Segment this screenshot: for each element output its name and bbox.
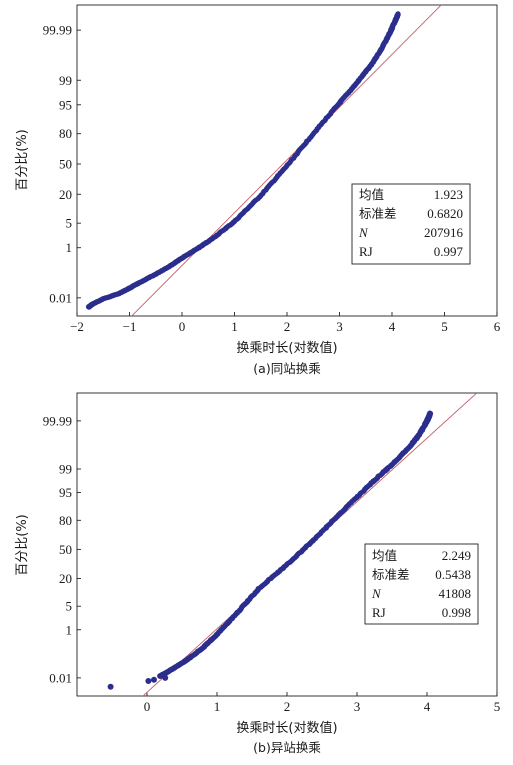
data-point: [395, 11, 401, 17]
fit-line: [131, 5, 442, 316]
x-tick-label: −1: [123, 319, 137, 334]
y-tick-label: 5: [66, 216, 73, 231]
y-tick-label: 95: [59, 97, 72, 112]
x-tick-label: 3: [336, 319, 343, 334]
y-tick-label: 80: [59, 126, 72, 141]
x-tick-label: 0: [144, 699, 151, 714]
x-tick-label: 5: [441, 319, 448, 334]
x-tick-label: 1: [231, 319, 238, 334]
y-tick-label: 1: [66, 240, 73, 255]
y-tick-label: 0.01: [49, 290, 72, 305]
x-tick-label: 5: [494, 699, 501, 714]
stat-value-mean: 1.923: [434, 187, 463, 202]
stat-value-sd: 0.6820: [427, 206, 463, 221]
stats-box: 均值 1.923 标准差 0.6820 N 207916 RJ 0.997: [351, 183, 471, 265]
stat-label-sd: 标准差: [359, 206, 397, 221]
y-tick-label: 50: [59, 156, 72, 171]
y-tick-label: 99.99: [43, 23, 72, 38]
y-axis-label: 百分比(%): [15, 514, 30, 576]
stats-box-frame: [364, 543, 479, 625]
data-points: [107, 410, 434, 690]
x-tick-label: −2: [70, 319, 84, 334]
stat-value-n: 41808: [439, 586, 472, 601]
y-tick-label: 99: [59, 73, 72, 88]
y-tick-label: 0.01: [49, 670, 72, 685]
y-tick-label: 50: [59, 542, 72, 557]
x-axis-ticks: −2 −1 0 1 2 3 4 5 6: [70, 312, 501, 334]
panel-a: −2 −1 0 1 2 3 4 5 6 0.01 1 5 20 50 80 95 99 99.99 均值 1.9…: [15, 4, 501, 376]
stat-value-sd: 0.5438: [435, 567, 471, 582]
y-axis-ticks: 0.01 1 5 20 50 80 95 99 99.99: [43, 413, 81, 685]
data-point: [145, 678, 152, 684]
figure-caption: (a)同站换乘: [253, 361, 321, 376]
figure-caption: (b)异站换乘: [253, 740, 321, 755]
y-axis-ticks: 0.01 1 5 20 50 80 95 99 99.99: [43, 23, 81, 305]
x-tick-label: 2: [284, 699, 291, 714]
stat-value-rj: 0.998: [442, 605, 471, 620]
y-tick-label: 99: [59, 462, 72, 477]
panel-b: 0 1 2 3 4 5 0.01 1 5 20 50 80 95 99 99.99 均值 2.249 标准…: [15, 392, 501, 755]
x-axis-label: 换乘时长(对数值): [236, 720, 337, 736]
x-tick-label: 3: [354, 699, 361, 714]
y-tick-label: 95: [59, 485, 72, 500]
x-tick-label: 6: [494, 319, 501, 334]
data-point: [162, 674, 169, 681]
stat-value-rj: 0.997: [434, 244, 464, 259]
stats-box: 均值 2.249 标准差 0.5438 N 41808 RJ 0.998: [364, 543, 479, 625]
x-tick-label: 4: [424, 699, 431, 714]
stats-box-frame: [351, 183, 471, 265]
x-tick-label: 4: [389, 319, 396, 334]
x-axis-label: 换乘时长(对数值): [236, 340, 337, 356]
stat-value-mean: 2.249: [442, 548, 471, 563]
data-point: [151, 676, 157, 683]
stat-label-sd: 标准差: [372, 567, 410, 582]
y-tick-label: 5: [66, 599, 73, 614]
x-tick-label: 0: [179, 319, 186, 334]
y-axis-label: 百分比(%): [15, 129, 30, 191]
stat-label-n: N: [358, 225, 369, 240]
y-tick-label: 1: [66, 622, 73, 637]
x-tick-label: 2: [284, 319, 291, 334]
y-tick-label: 20: [59, 571, 72, 586]
stat-label-rj: RJ: [372, 605, 386, 620]
stat-label-mean: 均值: [359, 187, 384, 202]
stat-label-rj: RJ: [359, 244, 373, 259]
stat-value-n: 207916: [424, 225, 464, 240]
x-tick-label: 1: [214, 699, 221, 714]
y-tick-label: 20: [59, 187, 72, 202]
data-point: [427, 410, 433, 416]
stat-label-n: N: [371, 586, 382, 601]
stat-label-mean: 均值: [372, 548, 397, 563]
data-point: [107, 683, 114, 690]
x-axis-ticks: 0 1 2 3 4 5: [144, 692, 501, 714]
data-points: [85, 11, 401, 310]
y-tick-label: 99.99: [43, 413, 72, 428]
y-tick-label: 80: [59, 513, 72, 528]
